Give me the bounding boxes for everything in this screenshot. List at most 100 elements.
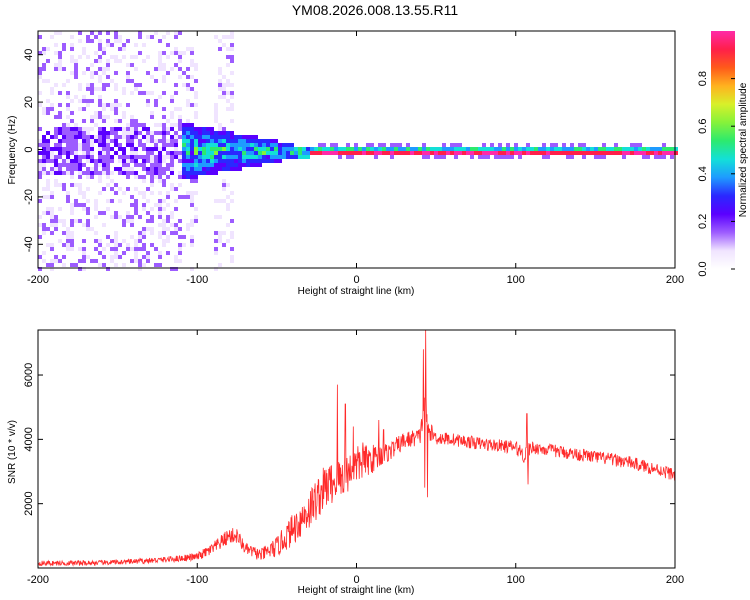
spectrogram-cell <box>162 227 166 231</box>
spectrogram-cell <box>270 159 274 163</box>
spectrogram-cell <box>42 107 46 111</box>
spectrogram-cell <box>230 31 234 35</box>
spectrogram-x-tick-label: 0 <box>353 274 359 286</box>
spectrogram-x-axis-label: Height of straight line (km) <box>298 286 415 297</box>
spectrogram-cell <box>222 155 226 159</box>
spectrogram-cell <box>110 239 114 243</box>
spectrogram-cell <box>94 171 98 175</box>
spectrogram-cell <box>102 67 106 71</box>
spectrogram-cell <box>82 171 86 175</box>
spectrogram-cell <box>202 163 206 167</box>
spectrogram-cell <box>474 147 478 151</box>
spectrogram-cell <box>142 127 146 131</box>
spectrogram-cell <box>494 151 498 155</box>
spectrogram-cell <box>642 151 646 155</box>
spectrogram-cell <box>106 39 110 43</box>
spectrogram-cell <box>54 159 58 163</box>
spectrogram-cell <box>206 155 210 159</box>
spectrogram-cell <box>170 187 174 191</box>
spectrogram-cell <box>630 147 634 151</box>
spectrogram-cell <box>74 167 78 171</box>
spectrogram-cell <box>86 151 90 155</box>
spectrogram-cell <box>70 55 74 59</box>
spectrogram-cell <box>90 159 94 163</box>
spectrogram-cell <box>162 123 166 127</box>
spectrogram-cell <box>90 39 94 43</box>
spectrogram-cell <box>454 143 458 147</box>
spectrogram-cell <box>50 243 54 247</box>
spectrogram-cell <box>602 151 606 155</box>
spectrogram-cell <box>306 147 310 151</box>
spectrogram-cell <box>58 139 62 143</box>
spectrogram-cell <box>182 139 186 143</box>
spectrogram-cell <box>126 167 130 171</box>
spectrogram-cell <box>178 123 182 127</box>
spectrogram-cell <box>174 199 178 203</box>
spectrogram-cell <box>74 263 78 267</box>
spectrogram-cell <box>222 95 226 99</box>
spectrogram-cell <box>282 151 286 155</box>
spectrogram-cell <box>170 115 174 119</box>
spectrogram-cell <box>490 143 494 147</box>
spectrogram-cell <box>454 147 458 151</box>
spectrogram-cell <box>450 147 454 151</box>
spectrogram-cell <box>90 139 94 143</box>
spectrogram-cell <box>142 191 146 195</box>
spectrogram-cell <box>102 143 106 147</box>
spectrogram-cell <box>170 215 174 219</box>
spectrogram-cell <box>126 211 130 215</box>
spectrogram-cell <box>70 223 74 227</box>
spectrogram-cell <box>366 147 370 151</box>
spectrogram-cell <box>58 151 62 155</box>
spectrogram-cell <box>134 43 138 47</box>
spectrogram-cell <box>58 91 62 95</box>
spectrogram-cell <box>126 75 130 79</box>
spectrogram-cell <box>42 151 46 155</box>
spectrogram-y-tick-label: 0 <box>23 146 35 152</box>
spectrogram-cell <box>50 87 54 91</box>
spectrogram-cell <box>74 95 78 99</box>
spectrogram-cell <box>230 143 234 147</box>
spectrogram-cell <box>134 203 138 207</box>
spectrogram-cell <box>174 255 178 259</box>
spectrogram-cell <box>218 163 222 167</box>
spectrogram-cell <box>626 151 630 155</box>
spectrogram-cell <box>570 147 574 151</box>
spectrogram-cell <box>466 147 470 151</box>
spectrogram-cell <box>206 139 210 143</box>
spectrogram-cell <box>630 151 634 155</box>
spectrogram-cell <box>90 119 94 123</box>
spectrogram-cell <box>654 155 658 159</box>
spectrogram-cell <box>70 207 74 211</box>
spectrogram-cell <box>182 175 186 179</box>
spectrogram-cell <box>162 143 166 147</box>
spectrogram-cell <box>306 151 310 155</box>
spectrogram-cell <box>130 215 134 219</box>
spectrogram-cell <box>594 155 598 159</box>
spectrogram-cell <box>146 259 150 263</box>
spectrogram-cell <box>178 259 182 263</box>
spectrogram-cell <box>614 151 618 155</box>
spectrogram-cell <box>82 195 86 199</box>
spectrogram-cell <box>54 163 58 167</box>
spectrogram-cell <box>126 135 130 139</box>
spectrogram-cell <box>170 211 174 215</box>
spectrogram-cell <box>90 147 94 151</box>
spectrogram-cell <box>102 167 106 171</box>
spectrogram-cell <box>650 147 654 151</box>
spectrogram-cell <box>50 167 54 171</box>
spectrogram-cell <box>290 143 294 147</box>
spectrogram-cell <box>46 99 50 103</box>
spectrogram-cell <box>142 227 146 231</box>
spectrogram-cell <box>94 247 98 251</box>
spectrogram-cell <box>610 147 614 151</box>
spectrogram-cell <box>462 147 466 151</box>
spectrogram-cell <box>106 163 110 167</box>
spectrogram-cell <box>230 103 234 107</box>
spectrogram-cell <box>118 143 122 147</box>
spectrogram-cell <box>70 99 74 103</box>
spectrogram-cell <box>114 31 118 35</box>
spectrogram-cell <box>94 215 98 219</box>
spectrogram-cell <box>570 155 574 159</box>
spectrogram-cell <box>42 47 46 51</box>
